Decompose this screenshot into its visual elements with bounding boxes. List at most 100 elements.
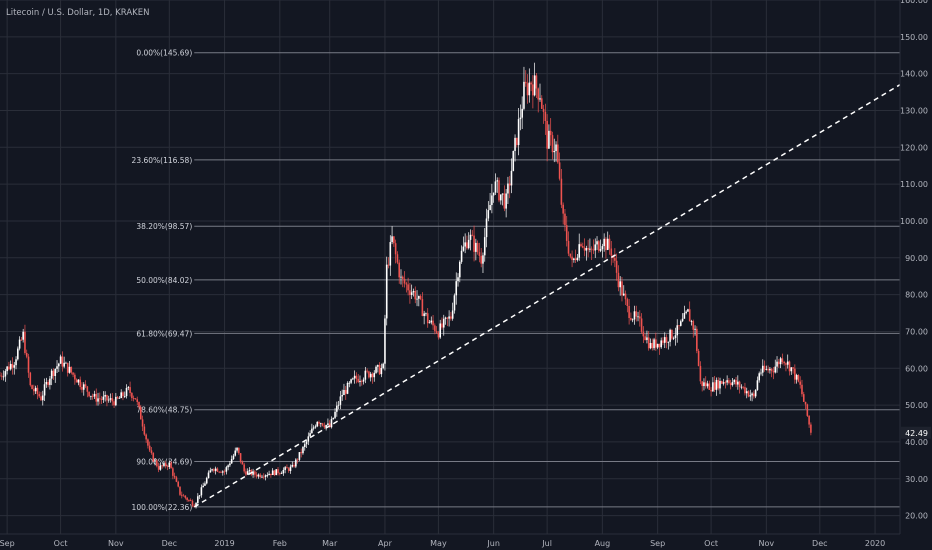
candle-body: [115, 396, 117, 406]
candle-body: [271, 470, 274, 476]
candle-body: [715, 379, 718, 390]
candle-body: [628, 306, 630, 319]
candle-body: [38, 394, 41, 397]
candle-body: [423, 313, 425, 317]
candle-body: [694, 328, 696, 330]
fib-level-label: 100.00%(22.36): [132, 503, 193, 512]
candle-body: [626, 299, 629, 307]
candle-body: [792, 367, 794, 369]
candle-body: [339, 396, 342, 405]
time-tick-label: May: [430, 539, 447, 548]
candle-body: [546, 120, 548, 149]
candle-body: [189, 500, 192, 501]
candle-body: [617, 272, 620, 288]
time-tick-label: 2019: [214, 539, 234, 548]
candle-body: [712, 382, 714, 392]
candle-body: [542, 108, 545, 112]
candle-body: [202, 485, 204, 488]
candle-body: [289, 466, 292, 471]
candle-body: [776, 361, 778, 367]
candle-body: [540, 98, 543, 109]
time-axis[interactable]: Sep Oct Nov Dec 2019 Feb Mar Apr May Jun Jul Aug Sep…: [0, 539, 885, 548]
candle-body: [765, 369, 768, 370]
candle-body: [555, 144, 557, 151]
candle-body: [97, 398, 99, 402]
candle-body: [229, 463, 231, 466]
candle-body: [435, 331, 438, 333]
candle-body: [653, 339, 655, 349]
fibonacci-retracement[interactable]: 0.00%(145.69) 23.60%(116.58) 38.20%(98.57)…: [132, 49, 900, 512]
candle-body: [275, 469, 278, 476]
candle-body: [753, 393, 755, 397]
trendline[interactable]: [193, 84, 901, 508]
candle-body: [239, 453, 242, 462]
candle-body: [526, 83, 529, 96]
candle-body: [459, 261, 461, 278]
candle-body: [679, 321, 682, 326]
candle-body: [284, 467, 286, 470]
candle-body: [742, 386, 744, 388]
candle-body: [499, 194, 502, 201]
candle-body: [102, 396, 105, 400]
candle-body: [571, 256, 573, 260]
candle-body: [213, 469, 215, 471]
candle-body: [393, 236, 395, 244]
candle-body: [391, 236, 393, 243]
candle-body: [660, 340, 662, 348]
candle-body: [749, 395, 752, 397]
candle-body: [47, 381, 49, 385]
candle-body: [148, 445, 151, 451]
candle-body: [706, 383, 709, 387]
candle-body: [15, 359, 17, 366]
candle-body: [0, 375, 1, 377]
candle-body: [537, 88, 540, 100]
candle-body: [560, 178, 563, 205]
candle-body: [4, 371, 7, 377]
candle-body: [710, 389, 712, 392]
candle-body: [134, 398, 137, 400]
candle-body: [785, 363, 787, 365]
candle-body: [416, 298, 418, 300]
candle-body: [685, 311, 687, 313]
candle-body: [111, 398, 114, 402]
candle-body: [120, 392, 122, 399]
candle-body: [524, 81, 527, 84]
price-tick-label: 80.00: [905, 291, 928, 300]
candle-body: [589, 248, 591, 250]
candle-body: [564, 213, 566, 226]
candle-body: [797, 374, 800, 382]
candle-body: [254, 471, 256, 475]
price-axis[interactable]: 20.00 30.00 40.00 50.00 60.00 70.00 80.00 90.00…: [900, 0, 928, 521]
candle-body: [437, 332, 440, 338]
price-tick-label: 160.00: [900, 0, 928, 5]
candle-body: [188, 499, 190, 501]
candle-body: [655, 339, 657, 348]
candle-body: [343, 389, 345, 396]
candle-body: [43, 384, 46, 396]
candle-body: [418, 295, 420, 299]
candle-body: [266, 475, 269, 476]
candle-body: [758, 373, 761, 381]
chart-title: Litecoin / U.S. Dollar, 1D, KRAKEN: [6, 8, 149, 18]
candle-body: [683, 312, 686, 319]
time-tick-label: Dec: [812, 539, 827, 548]
candle-body: [476, 242, 479, 253]
candle-body: [161, 465, 163, 467]
candle-body: [644, 336, 646, 340]
candle-body: [663, 337, 666, 343]
candle-body: [45, 381, 48, 385]
candle-body: [387, 264, 390, 266]
candle-body: [241, 461, 244, 465]
candle-body: [410, 292, 413, 295]
candle-body: [163, 463, 165, 466]
time-tick-label: 2020: [865, 539, 885, 548]
candle-body: [726, 380, 728, 383]
price-tick-label: 30.00: [905, 475, 928, 484]
candle-body: [152, 453, 155, 462]
candle-body: [485, 218, 488, 238]
candle-body: [66, 362, 69, 373]
candle-body: [608, 238, 611, 249]
candle-body: [671, 329, 673, 339]
candle-body: [82, 384, 85, 390]
